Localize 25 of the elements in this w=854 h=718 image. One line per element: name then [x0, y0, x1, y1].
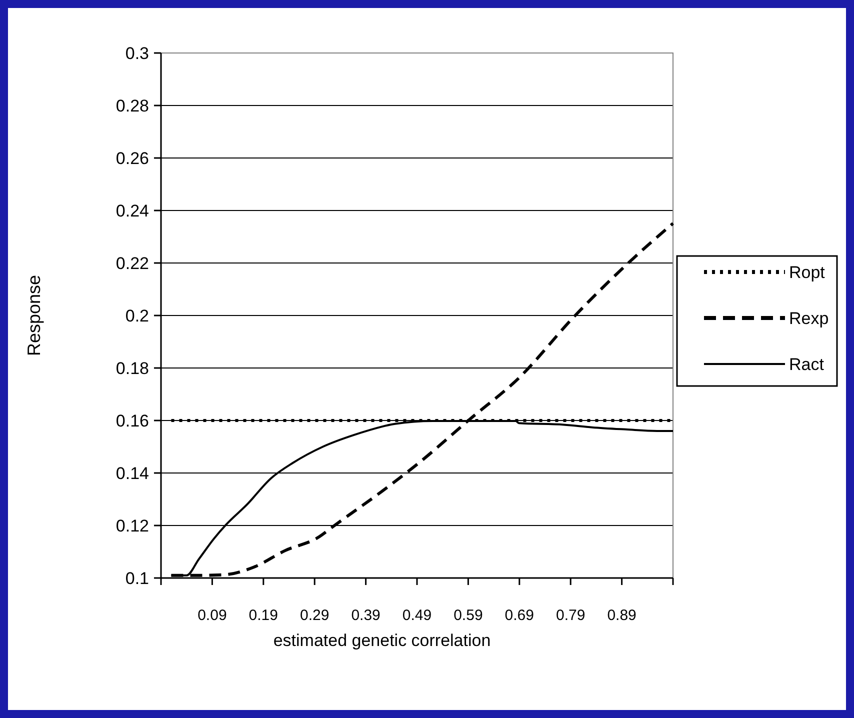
x-tick-label: 0.09 — [198, 607, 227, 624]
y-tick-label: 0.22 — [116, 254, 149, 273]
y-tick-label: 0.3 — [125, 44, 149, 63]
y-tick-label: 0.18 — [116, 358, 149, 378]
x-tick-label: 0.29 — [300, 607, 330, 624]
y-tick-label: 0.12 — [116, 516, 149, 536]
y-tick-label: 0.1 — [125, 568, 149, 588]
x-tick-label: 0.69 — [504, 607, 534, 624]
x-axis-title: estimated genetic correlation — [273, 631, 491, 650]
x-tick-label: 0.59 — [454, 607, 483, 624]
y-tick-label: 0.2 — [125, 306, 149, 326]
y-tick-label: 0.14 — [116, 464, 149, 483]
y-tick-label: 0.26 — [116, 148, 149, 168]
legend-label: Rexp — [789, 308, 829, 328]
x-tick-label: 0.19 — [248, 607, 278, 624]
x-tick-label: 0.39 — [351, 607, 380, 624]
legend-label: Ract — [789, 354, 824, 374]
x-tick-label: 0.79 — [556, 607, 586, 624]
y-tick-label: 0.24 — [116, 201, 149, 220]
x-tick-label: 0.49 — [402, 607, 432, 624]
x-tick-label: 0.89 — [607, 607, 636, 624]
y-tick-label: 0.28 — [116, 96, 149, 116]
y-tick-label: 0.16 — [116, 411, 149, 430]
y-axis-title: Response — [24, 274, 44, 356]
legend-label: Ropt — [789, 262, 826, 282]
